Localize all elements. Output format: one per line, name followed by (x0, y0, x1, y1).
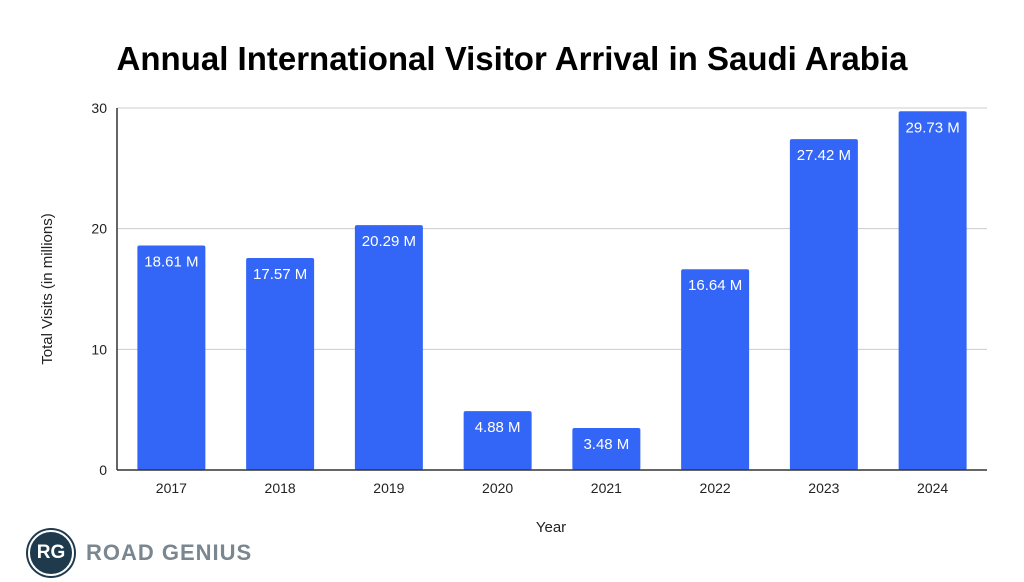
x-axis-title: Year (536, 519, 566, 536)
x-tick-label: 2023 (808, 480, 839, 496)
x-tick-label: 2022 (700, 480, 731, 496)
y-tick-label: 20 (91, 221, 107, 237)
bar-2024 (898, 111, 967, 471)
x-tick-label: 2019 (373, 480, 404, 496)
x-tick-label: 2018 (265, 480, 296, 496)
x-tick-label: 2017 (156, 480, 187, 496)
bar-2018 (246, 257, 315, 470)
y-axis-title: Total Visits (in millions) (39, 213, 56, 364)
data-label: 4.88 M (475, 419, 521, 436)
y-tick-label: 30 (91, 100, 107, 116)
y-tick-label: 10 (91, 341, 107, 357)
bar-2019 (354, 225, 423, 470)
x-tick-label: 2024 (917, 480, 948, 496)
bar-2017 (137, 245, 206, 470)
data-label: 18.61 M (144, 253, 198, 270)
bar-2023 (789, 139, 858, 470)
bar-2021 (572, 428, 641, 470)
data-label: 17.57 M (253, 266, 307, 283)
chart-title: Annual International Visitor Arrival in … (116, 40, 908, 77)
x-tick-label: 2021 (591, 480, 622, 496)
data-label: 20.29 M (362, 233, 416, 250)
bar-2020 (463, 411, 532, 470)
road-genius-logo: RG ROAD GENIUS (28, 530, 252, 576)
data-label: 16.64 M (688, 277, 742, 294)
logo-badge: RG (28, 530, 74, 576)
data-label: 29.73 M (906, 119, 960, 136)
data-label: 3.48 M (583, 436, 629, 453)
logo-text: ROAD GENIUS (86, 540, 253, 565)
bar-2022 (681, 269, 750, 470)
x-tick-label: 2020 (482, 480, 513, 496)
y-tick-label: 0 (99, 462, 107, 478)
data-label: 27.42 M (797, 147, 851, 164)
